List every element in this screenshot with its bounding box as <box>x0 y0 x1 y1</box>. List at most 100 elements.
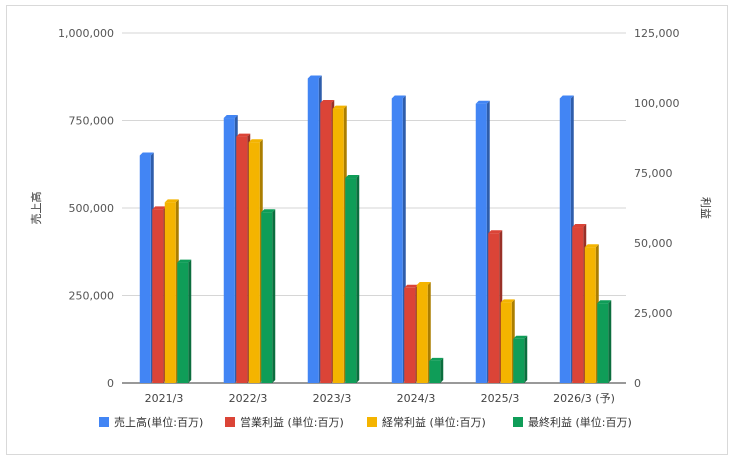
legend-label: 売上高(単位:百万) <box>114 415 203 429</box>
bar-top <box>164 199 179 203</box>
bar-front <box>488 233 500 383</box>
bar <box>236 133 251 383</box>
bar-front <box>236 136 248 383</box>
bar <box>345 175 360 383</box>
bar-front <box>597 303 609 383</box>
bar-front <box>429 360 441 383</box>
y-right-tick-label: 0 <box>634 377 641 390</box>
bar-front <box>320 103 332 383</box>
bar-front <box>404 287 416 383</box>
bar-front <box>500 302 512 383</box>
bar-side <box>427 282 431 383</box>
grid-lines <box>122 32 626 384</box>
bar-front <box>345 178 357 383</box>
y-right-tick-label: 25,000 <box>634 307 673 320</box>
x-tick-label: 2024/3 <box>397 392 436 405</box>
bar <box>164 199 179 383</box>
bar-top <box>139 152 154 156</box>
bar <box>513 335 528 383</box>
bar-front <box>584 247 596 383</box>
bar-front <box>139 155 151 383</box>
bar <box>223 115 238 384</box>
y-right-tick-label: 75,000 <box>634 167 673 180</box>
bar <box>261 209 276 383</box>
bar <box>416 282 431 383</box>
legend-label: 営業利益 (単位:百万) <box>240 415 344 429</box>
bar-front <box>513 338 525 383</box>
bar-top <box>500 299 515 303</box>
y-left-tick-label: 750,000 <box>69 115 115 128</box>
x-tick-label: 2025/3 <box>481 392 520 405</box>
bar <box>391 95 406 383</box>
bar-side <box>608 300 612 383</box>
bar-top <box>416 282 431 285</box>
legend-swatch <box>99 417 109 427</box>
bar-top <box>572 224 587 228</box>
y-right-tick-label: 125,000 <box>634 27 680 40</box>
bar-side <box>524 335 528 383</box>
bar-top <box>248 139 263 143</box>
bar <box>177 259 192 383</box>
bar-top <box>345 175 360 179</box>
bar <box>559 95 574 383</box>
bar-front <box>416 285 428 383</box>
bar <box>139 152 154 383</box>
bar-top <box>236 133 251 137</box>
bar-top <box>152 206 167 210</box>
bar-front <box>307 78 319 383</box>
legend-label: 経常利益 (単位:百万) <box>382 415 486 429</box>
y-right-axis-title: 利益 <box>699 197 713 219</box>
legend: 売上高(単位:百万) 営業利益 (単位:百万) 経常利益 (単位:百万) 最終利益 (… <box>99 415 632 429</box>
bar-top <box>391 95 406 99</box>
bar <box>475 100 490 383</box>
bar-top <box>475 100 490 104</box>
bar <box>572 224 587 383</box>
bar-front <box>572 227 584 383</box>
bar-top <box>559 95 574 99</box>
bar-top <box>223 115 238 119</box>
legend-label: 最終利益 (単位:百万) <box>528 415 632 429</box>
bar <box>152 206 167 383</box>
bar-side <box>440 357 444 383</box>
y-right-tick-label: 100,000 <box>634 97 680 110</box>
y-right-tick-label: 50,000 <box>634 237 673 250</box>
bar <box>488 230 503 383</box>
bar-top <box>177 259 192 263</box>
legend-swatch <box>225 417 235 427</box>
x-tick-label: 2023/3 <box>313 392 352 405</box>
y-left-tick-label: 1,000,000 <box>58 27 114 40</box>
bar-front <box>177 262 189 383</box>
x-tick-label: 2026/3 (予) <box>553 392 615 405</box>
bar-top <box>307 75 322 79</box>
legend-swatch <box>367 417 377 427</box>
bar <box>500 299 515 383</box>
axes: 0 250,000 500,000 750,000 1,000,000 0 25,000 50… <box>29 27 713 405</box>
y-left-tick-label: 250,000 <box>69 290 115 303</box>
bar-top <box>332 105 347 109</box>
bar-top <box>261 209 276 213</box>
bar-side <box>272 209 276 383</box>
bar <box>320 100 335 383</box>
bar-front <box>332 108 344 383</box>
bar-front <box>475 103 487 383</box>
bar <box>584 244 599 383</box>
y-left-tick-label: 0 <box>107 377 114 390</box>
bar-front <box>559 98 571 383</box>
bar-front <box>152 209 164 383</box>
bar-side <box>356 175 360 383</box>
legend-swatch <box>513 417 523 427</box>
bar-top <box>320 100 335 103</box>
y-left-axis-title: 売上高 <box>29 192 43 225</box>
bar <box>597 300 612 383</box>
bar-front <box>248 142 260 383</box>
bar-top <box>513 335 528 339</box>
bar-front <box>261 212 273 383</box>
bar-series <box>139 75 612 384</box>
bar-top <box>429 357 444 361</box>
bar <box>404 284 419 383</box>
bar <box>332 105 347 383</box>
bar-top <box>584 244 599 248</box>
bar <box>429 357 444 383</box>
x-tick-label: 2021/3 <box>145 392 184 405</box>
